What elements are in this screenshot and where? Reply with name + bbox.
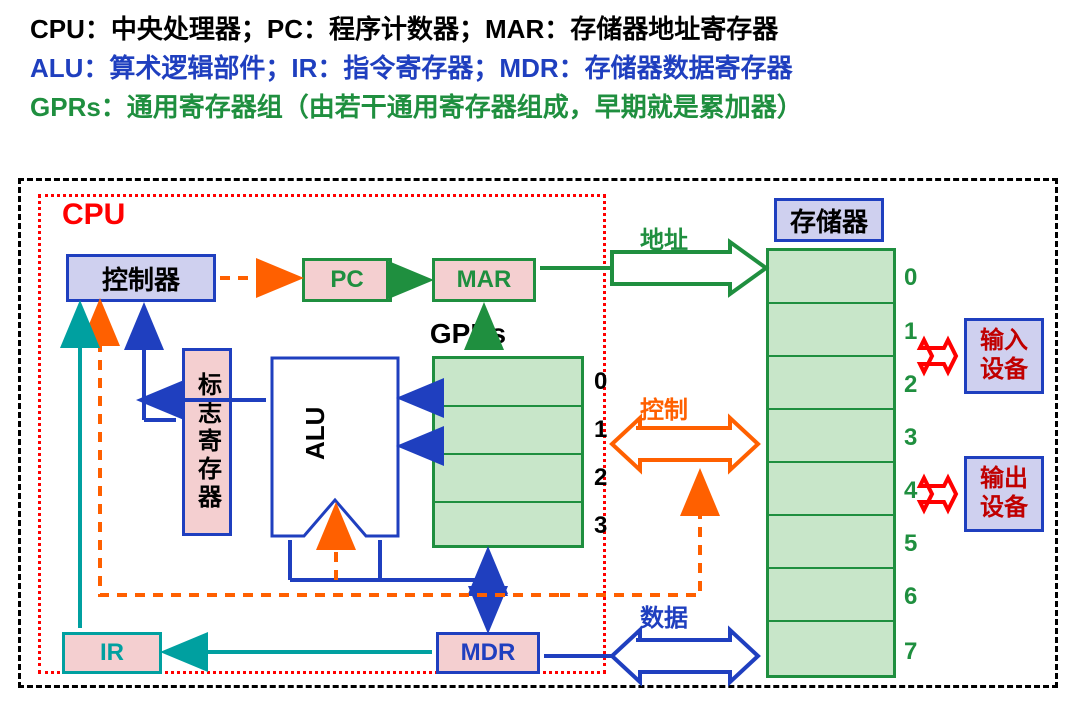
mem-index-5: 5 [904, 530, 917, 558]
mem-index-0: 0 [904, 264, 917, 292]
legend: CPU：中央处理器；PC：程序计数器；MAR：存储器地址寄存器 ALU：算术逻辑… [30, 10, 803, 127]
input-label-2: 设备 [980, 356, 1028, 385]
gpr-index-1: 1 [594, 416, 607, 444]
flag-register-block: 标志寄存器 [182, 348, 232, 536]
gpr-index-0: 0 [594, 368, 607, 396]
mem-index-3: 3 [904, 424, 917, 452]
gpr-index-2: 2 [594, 464, 607, 492]
alu-label: ALU [300, 407, 331, 460]
mem-index-2: 2 [904, 371, 917, 399]
output-label-2: 设备 [980, 494, 1028, 523]
mem-index-1: 1 [904, 318, 917, 346]
output-label-1: 输出 [980, 465, 1028, 494]
legend-line-2: ALU：算术逻辑部件；IR：指令寄存器；MDR：存储器数据寄存器 [30, 49, 803, 88]
mem-index-6: 6 [904, 583, 917, 611]
mem-index-4: 4 [904, 477, 917, 505]
cpu-label: CPU [62, 198, 125, 232]
control-bus-label: 控制 [640, 390, 688, 425]
legend-line-3: GPRs：通用寄存器组（由若干通用寄存器组成，早期就是累加器） [30, 88, 803, 127]
output-device-block: 输出 设备 [964, 456, 1044, 532]
gprs-block [432, 356, 584, 548]
gpr-index-3: 3 [594, 512, 607, 540]
ir-block: IR [62, 632, 162, 674]
input-device-block: 输入 设备 [964, 318, 1044, 394]
legend-line-1: CPU：中央处理器；PC：程序计数器；MAR：存储器地址寄存器 [30, 10, 803, 49]
gprs-label: GPRs [408, 316, 528, 352]
address-bus-label: 地址 [640, 220, 688, 255]
data-bus-label: 数据 [640, 598, 688, 633]
mem-index-7: 7 [904, 638, 917, 666]
pc-block: PC [302, 258, 392, 302]
memory-label: 存储器 [774, 198, 884, 242]
controller-block: 控制器 [66, 254, 216, 302]
input-label-1: 输入 [980, 327, 1028, 356]
mdr-block: MDR [436, 632, 540, 674]
memory-block [766, 248, 896, 678]
mar-block: MAR [432, 258, 536, 302]
